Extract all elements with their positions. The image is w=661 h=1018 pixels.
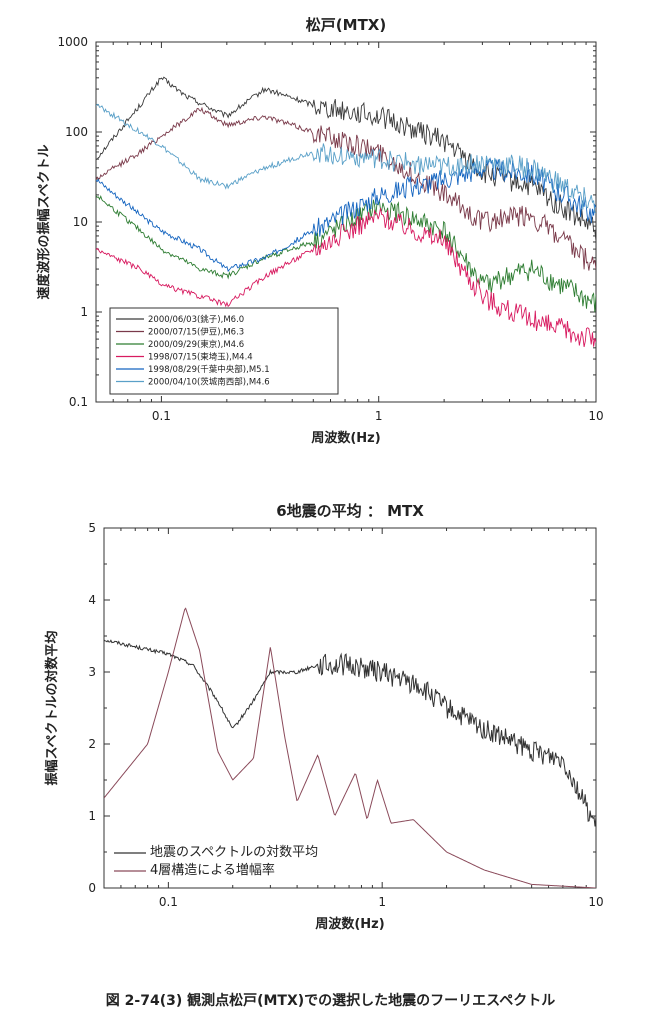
y-tick-label: 4 xyxy=(88,593,96,607)
y-tick-label: 5 xyxy=(88,521,96,535)
y-tick-label: 3 xyxy=(88,665,96,679)
chart-title: 6地震の平均 ： MTX xyxy=(276,502,424,520)
legend-entry: 4層構造による増幅率 xyxy=(150,862,275,878)
y-axis-label: 速度波形の振幅スペクトル xyxy=(36,144,52,299)
y-tick-label: 100 xyxy=(65,125,88,139)
legend-entry: 2000/04/10(茨城南西部),M4.6 xyxy=(148,377,270,388)
chart-title: 松戸(MTX) xyxy=(306,16,386,34)
legend-entry: 2000/06/03(銚子),M6.0 xyxy=(148,314,244,325)
x-tick-label: 0.1 xyxy=(159,895,178,909)
series-line-0 xyxy=(96,76,596,242)
series-line-0 xyxy=(104,639,596,827)
series-line-1 xyxy=(96,106,596,271)
y-tick-label: 1 xyxy=(88,809,96,823)
x-axis-label: 周波数(Hz) xyxy=(311,430,380,446)
series-line-3 xyxy=(96,207,596,348)
plot-frame xyxy=(103,527,597,889)
x-tick-label: 1 xyxy=(375,409,383,423)
y-tick-label: 10 xyxy=(73,215,88,229)
y-tick-label: 0.1 xyxy=(69,395,88,409)
x-tick-label: 10 xyxy=(588,409,603,423)
series-line-4 xyxy=(96,157,596,273)
legend-entry: 2000/07/15(伊豆),M6.3 xyxy=(148,327,244,338)
legend-entry: 1998/07/15(東埼玉),M4.4 xyxy=(148,352,253,363)
legend-entry: 2000/09/29(東京),M4.6 xyxy=(148,339,244,350)
y-tick-label: 1 xyxy=(80,305,88,319)
legend-entry: 地震のスペクトルの対数平均 xyxy=(150,845,318,860)
y-tick-label: 1000 xyxy=(57,35,88,49)
legend-entry: 1998/08/29(千葉中央部),M5.1 xyxy=(148,364,270,375)
legend-box xyxy=(109,307,339,395)
series-line-5 xyxy=(96,103,596,214)
series-line-1 xyxy=(104,607,596,888)
x-tick-label: 10 xyxy=(588,895,603,909)
spectrum-chart-average: 6地震の平均 ： MTX 0.1 1 10 0 1 2 3 4 5 周波数(Hz) 振幅スペクトルの対… xyxy=(44,502,604,932)
y-tick-label: 2 xyxy=(88,737,96,751)
x-tick-label: 1 xyxy=(378,895,386,909)
y-tick-label: 0 xyxy=(88,881,96,895)
spectrum-chart-individual: 松戸(MTX) 0.1 1 10 0.1 1 10 100 1000 周波数(Hz) 速度波形の振幅… xyxy=(36,16,604,446)
x-tick-label: 0.1 xyxy=(152,409,171,423)
x-axis-label: 周波数(Hz) xyxy=(315,916,384,932)
figure-caption: 図 2-74(3) 観測点松戸(MTX)での選択した地震のフーリエスペクトル xyxy=(105,993,556,1009)
y-axis-label: 振幅スペクトルの対数平均 xyxy=(44,630,60,785)
